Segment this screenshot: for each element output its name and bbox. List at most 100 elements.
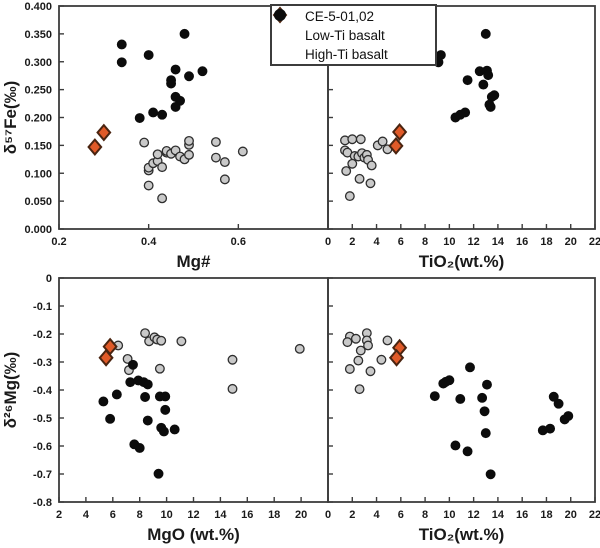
y-tick-label: -0.2 — [33, 329, 52, 341]
data-point-circle — [479, 406, 490, 417]
y-tick-label: 0.350 — [24, 29, 52, 41]
x-tick-label: 2 — [349, 509, 355, 521]
data-point-diamond — [98, 348, 114, 367]
data-point-circle — [450, 440, 461, 451]
legend-row-high-ti: High-Ti basalt — [274, 9, 435, 64]
data-point-circle — [143, 50, 154, 61]
data-point-circle — [116, 39, 127, 50]
y-tick-label: 0.100 — [24, 168, 52, 180]
data-point-circle — [219, 174, 230, 185]
data-point-circle — [125, 377, 136, 388]
top-right-x-axis-title: TiO₂(wt.%) — [419, 252, 505, 271]
data-point-circle — [355, 134, 366, 145]
data-point-circle — [134, 443, 145, 453]
legend-row-low-ti: Low-Ti basalt — [274, 9, 435, 45]
data-point-circle — [347, 158, 358, 169]
x-tick-label: 0.6 — [231, 236, 246, 248]
x-tick-label: 12 — [468, 509, 480, 521]
data-point-circle — [444, 375, 455, 386]
data-point-circle — [176, 336, 187, 347]
x-tick-label: 16 — [516, 509, 528, 521]
data-point-circle — [485, 469, 496, 480]
data-point-circle — [478, 79, 489, 90]
data-point-circle — [153, 468, 164, 479]
data-point-circle — [480, 28, 491, 39]
bottom-left-x-axis-title: MgO (wt.%) — [147, 525, 240, 544]
x-tick-label: 22 — [589, 236, 600, 248]
series-low-ti-basalt — [342, 328, 393, 395]
data-point-circle — [166, 78, 177, 89]
data-point-circle — [154, 363, 165, 374]
data-point-circle — [227, 354, 238, 365]
y-tick-label: 0.200 — [24, 113, 52, 125]
legend: CE-5-01,02 Low-Ti basalt High-Ti basalt — [270, 4, 437, 66]
x-tick-label: 20 — [295, 509, 307, 521]
x-tick-label: 4 — [373, 509, 380, 521]
data-point-circle — [197, 66, 208, 77]
x-tick-label: 6 — [398, 236, 404, 248]
data-point-circle — [142, 379, 153, 390]
panel-frame — [327, 277, 596, 503]
x-tick-label: 22 — [589, 509, 600, 521]
high-ti-circle-icon — [274, 9, 305, 63]
data-point-circle — [462, 75, 473, 86]
data-point-circle — [477, 392, 488, 403]
legend-label-high-ti: High-Ti basalt — [305, 46, 388, 62]
data-point-circle — [344, 191, 355, 202]
panel-frame — [58, 277, 329, 503]
data-point-circle — [210, 152, 221, 163]
bottom-left-y-axis-title: δ²⁶Mg(‰) — [1, 352, 20, 429]
data-point-circle — [482, 379, 492, 390]
data-point-circle — [341, 166, 352, 176]
y-tick-label: 0.000 — [24, 224, 52, 236]
series-low-ti-basalt — [340, 134, 393, 202]
data-point-circle — [139, 137, 150, 148]
data-point-circle — [465, 362, 475, 373]
data-point-circle — [462, 446, 473, 457]
x-tick-label: 4 — [83, 509, 90, 521]
y-tick-label: -0.8 — [33, 497, 52, 509]
panel-bottom-left: 2 4 6 8 10 12 14 16 18 20 0 -0.1 -0.2 -0.3 -0.4 -0.5 -0.… — [1, 273, 329, 544]
data-point-diamond — [96, 123, 112, 142]
data-point-circle — [134, 113, 145, 124]
data-point-circle — [157, 162, 168, 173]
data-point-circle — [344, 364, 355, 374]
data-point-circle — [365, 178, 376, 189]
data-point-circle — [111, 389, 122, 400]
x-tick-label: 20 — [565, 509, 577, 521]
data-point-circle — [553, 398, 564, 409]
data-point-circle — [353, 355, 364, 366]
data-point-circle — [184, 149, 194, 160]
series-low-ti-basalt — [139, 135, 248, 204]
top-left-y-axis-title: δ⁵⁷Fe(‰) — [1, 81, 20, 154]
data-point-circle — [227, 383, 238, 394]
data-point-circle — [157, 109, 168, 120]
y-tick-label: 0.300 — [24, 57, 52, 69]
data-point-circle — [157, 193, 168, 204]
data-point-diamond — [391, 123, 408, 141]
x-tick-label: 10 — [443, 509, 455, 521]
data-point-circle — [140, 328, 151, 339]
data-point-circle — [354, 384, 365, 395]
data-point-circle — [148, 107, 159, 118]
x-tick-label: 6 — [110, 509, 116, 521]
data-point-circle — [184, 71, 194, 82]
data-point-circle — [184, 135, 194, 146]
x-tick-label: 4 — [373, 236, 380, 248]
circle-marker — [274, 9, 286, 21]
series-high-ti-basalt — [429, 362, 574, 480]
series-high-ti-basalt — [116, 28, 208, 124]
data-point-circle — [160, 391, 171, 402]
y-tick-label: -0.3 — [33, 357, 52, 369]
x-tick-label: 18 — [540, 509, 552, 521]
y-tick-label: 0.400 — [24, 1, 52, 13]
y-tick-label: 0 — [46, 273, 52, 285]
x-tick-label: 18 — [268, 509, 280, 521]
x-tick-label: 14 — [492, 509, 505, 521]
x-tick-label: 8 — [422, 509, 428, 521]
legend-label-ce5: CE-5-01,02 — [305, 8, 375, 24]
y-tick-label: 0.150 — [24, 140, 52, 152]
data-point-diamond — [388, 136, 404, 155]
